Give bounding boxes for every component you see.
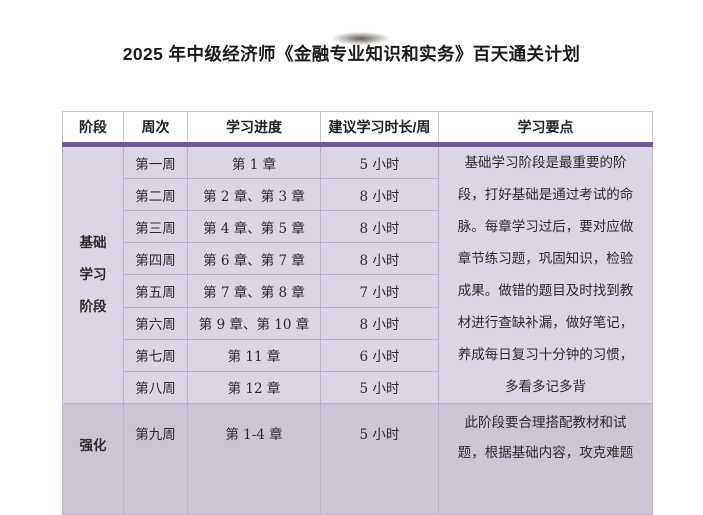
week-cell: 第三周: [123, 210, 188, 244]
points-line: 多看多记多背: [505, 379, 586, 395]
stage-label-line: 基础: [79, 235, 107, 251]
table-row: 第六周 第 9 章、第 10 章 8 小时: [63, 306, 653, 340]
logo-remnant: [332, 32, 390, 45]
hours-cell: 6 小时: [320, 338, 439, 372]
table-row: 第四周 第 6 章、第 7 章 8 小时: [63, 242, 653, 276]
stage-label-line: 学习: [79, 267, 107, 283]
hours-cell: 5 小时: [320, 370, 439, 405]
page-title: 2025 年中级经济师《金融专业知识和实务》百天通关计划: [122, 44, 581, 64]
header-week: 周次: [123, 111, 188, 147]
week-cell: 第六周: [123, 306, 188, 340]
table-row: 第三周 第 4 章、第 5 章 8 小时: [63, 210, 653, 244]
hours-cell: 8 小时: [320, 210, 439, 244]
points-line: 基础学习阶段是最重要的阶: [464, 155, 627, 171]
week-cell: 第八周: [123, 370, 188, 405]
points-line: 题，根据基础内容，攻克难题: [457, 445, 634, 461]
study-plan-table: 阶段 周次 学习进度 建议学习时长/周 学习要点 基础 学习 阶段 第一周 第 …: [62, 111, 653, 515]
points-line: 脉。每章学习过后，要对应做: [457, 219, 634, 235]
header-stage: 阶段: [62, 111, 124, 147]
hours-cell: 5 小时: [320, 143, 439, 180]
progress-cell: 第 4 章、第 5 章: [187, 210, 321, 244]
hours-cell: 7 小时: [320, 274, 439, 308]
week-cell: 第九周: [123, 403, 188, 515]
week-cell: 第五周: [123, 274, 188, 308]
progress-cell: 第 9 章、第 10 章: [187, 306, 321, 340]
header-progress: 学习进度: [187, 111, 321, 147]
hours-cell: 5 小时: [320, 403, 439, 515]
progress-cell: 第 6 章、第 7 章: [187, 242, 321, 276]
stage-foundation-cell: 基础 学习 阶段: [62, 144, 124, 404]
progress-cell: 第 12 章: [187, 370, 321, 405]
table-header-row: 阶段 周次 学习进度 建议学习时长/周 学习要点: [62, 111, 653, 147]
stage-label-line: 阶段: [79, 299, 107, 315]
points-cell-foundation: 基础学习阶段是最重要的阶 段，打好基础是通过考试的命 脉。每章学习过后，要对应做…: [438, 144, 653, 404]
progress-cell: 第 1 章: [187, 143, 321, 180]
week-cell: 第一周: [123, 143, 188, 180]
stage-intensive-cell: 强化: [62, 403, 124, 515]
stage-label-line: 强化: [79, 438, 107, 454]
points-line: 材进行查缺补漏，做好笔记，: [457, 315, 634, 331]
header-points: 学习要点: [438, 111, 653, 147]
points-line: 养成每日复习十分钟的习惯，: [457, 347, 634, 363]
week-cell: 第二周: [123, 178, 188, 212]
week-cell: 第七周: [123, 338, 188, 372]
week-cell: 第四周: [123, 242, 188, 276]
table-row: 第二周 第 2 章、第 3 章 8 小时: [63, 178, 653, 212]
table-row: 第五周 第 7 章、第 8 章 7 小时: [63, 274, 653, 308]
points-cell-intensive: 此阶段要合理搭配教材和试 题，根据基础内容，攻克难题: [438, 403, 653, 515]
table-row-intensive: 强化 第九周 第 1-4 章 5 小时 此阶段要合理搭配教材和试 题，根据基础内…: [62, 403, 653, 515]
points-line: 章节练习题，巩固知识，检验: [457, 251, 634, 267]
points-line: 此阶段要合理搭配教材和试: [464, 415, 627, 431]
table-row: 基础 学习 阶段 第一周 第 1 章 5 小时 基础学习阶段是最重要的阶 段，打…: [62, 143, 653, 404]
hours-cell: 8 小时: [320, 306, 439, 340]
table-row: 第八周 第 12 章 5 小时: [63, 370, 653, 405]
hours-cell: 8 小时: [320, 178, 439, 212]
progress-cell: 第 1-4 章: [187, 403, 321, 515]
points-line: 成果。做错的题目及时找到教: [457, 283, 634, 299]
points-line: 段，打好基础是通过考试的命: [457, 187, 634, 203]
header-hours: 建议学习时长/周: [320, 111, 439, 147]
hours-cell: 8 小时: [320, 242, 439, 276]
progress-cell: 第 2 章、第 3 章: [187, 178, 321, 212]
progress-cell: 第 7 章、第 8 章: [187, 274, 321, 308]
progress-cell: 第 11 章: [187, 338, 321, 372]
